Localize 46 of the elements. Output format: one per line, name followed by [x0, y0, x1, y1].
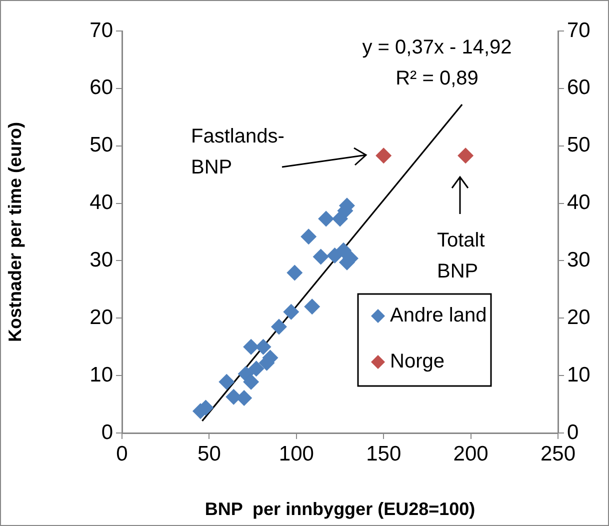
point — [318, 210, 334, 227]
point — [376, 148, 392, 164]
x-tick-label: 250 — [540, 442, 576, 466]
annotation: R² = 0,89 — [396, 68, 478, 90]
y-tick-label: 60 — [90, 76, 113, 100]
point — [248, 360, 264, 377]
y-tick-label: 10 — [90, 363, 113, 386]
y-tick-label: 70 — [90, 18, 113, 42]
y-tick-label: 20 — [90, 306, 113, 329]
x-tick-label: 200 — [453, 442, 488, 466]
y-tick-label: 0 — [101, 420, 113, 444]
y2-tick-label: 70 — [567, 18, 590, 42]
y2-tick-label: 30 — [567, 248, 590, 272]
y2-tick-label: 10 — [567, 363, 590, 386]
point — [283, 304, 300, 320]
point — [243, 338, 260, 355]
y2-tick-label: 40 — [567, 191, 590, 214]
y2-tick-label: 20 — [567, 306, 590, 329]
point — [335, 242, 352, 258]
annotation: Fastlands- BNP — [191, 126, 284, 179]
point — [236, 390, 252, 406]
y2-tick-label: 0 — [567, 420, 579, 444]
point — [304, 298, 320, 315]
x-axis-title: BNP per innbygger (EU28=100) — [204, 499, 476, 520]
x-tick-label: 50 — [198, 442, 221, 466]
annotation: Totalt BNP — [437, 230, 486, 283]
x-tick-label: 150 — [366, 442, 402, 466]
point — [218, 374, 235, 390]
x-tick-label: 100 — [278, 442, 314, 466]
point — [243, 374, 260, 390]
x-tick-label: 0 — [116, 442, 128, 466]
y-axis-title: Kostnader per time (euro) — [4, 122, 25, 342]
point — [312, 248, 329, 265]
point — [255, 338, 272, 355]
point — [270, 318, 287, 335]
y-tick-label: 30 — [90, 248, 113, 272]
annotation: y = 0,37x - 14,92 — [362, 36, 512, 59]
point — [300, 228, 317, 245]
y2-tick-label: 50 — [567, 134, 590, 157]
y-tick-label: 40 — [90, 191, 113, 214]
y-tick-label: 50 — [90, 134, 113, 157]
legend-label: Andre land — [390, 304, 487, 327]
point — [458, 148, 474, 164]
y2-tick-label: 60 — [567, 76, 590, 100]
point — [286, 264, 303, 281]
legend-label: Norge — [390, 350, 444, 373]
